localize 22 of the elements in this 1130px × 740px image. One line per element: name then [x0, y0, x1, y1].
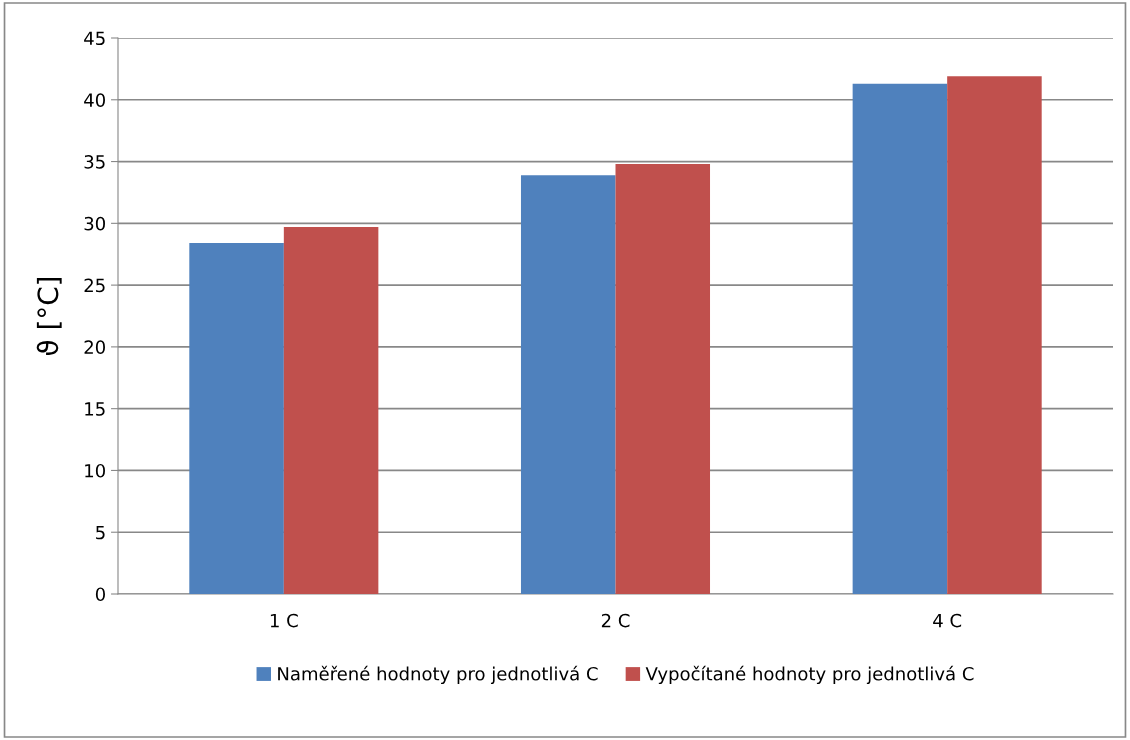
bar: [520, 175, 616, 594]
x-tick-label: 4 C: [933, 613, 962, 628]
y-tick-label: 35: [84, 155, 105, 169]
y-tick-label: 40: [84, 93, 105, 107]
y-tick-label: 5: [96, 525, 105, 540]
bar: [189, 243, 284, 594]
legend-label: Naměřené hodnoty pro jednotlivá C: [278, 665, 598, 685]
bar: [852, 83, 948, 594]
legend-label: Vypočítané hodnoty pro jednotlivá C: [645, 665, 974, 685]
bar: [947, 76, 1042, 594]
y-tick-label: 45: [84, 31, 105, 46]
y-tick-label: 15: [85, 402, 105, 416]
x-tick-label: 2 C: [601, 613, 630, 628]
y-tick-label: 20: [84, 340, 105, 355]
y-tick-label: 10: [85, 463, 105, 478]
y-tick-label: 25: [84, 278, 105, 293]
y-axis-title: ϑ [°C]: [36, 277, 62, 355]
bar: [615, 164, 711, 594]
y-tick-label: 30: [84, 216, 105, 231]
x-tick-label: 1 C: [270, 613, 298, 628]
y-tick-label: 0: [95, 587, 105, 602]
bar: [283, 227, 379, 594]
